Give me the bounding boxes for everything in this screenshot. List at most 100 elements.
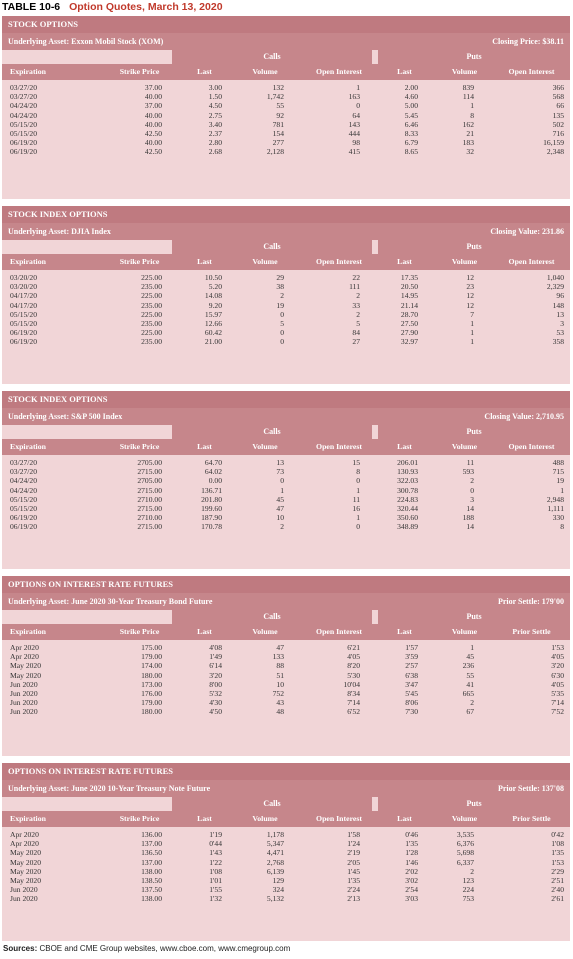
table-cell: 5'30 (347, 670, 360, 680)
table-cell: 33 (352, 300, 360, 310)
column-header: Last (397, 442, 412, 451)
table-cell: 3 (470, 494, 474, 504)
table-cell: 2,348 (546, 147, 564, 157)
table-cell: 3 (560, 318, 564, 328)
table-cell: 8 (560, 522, 564, 532)
table-cell: 53 (556, 328, 564, 338)
table-cell: 32 (466, 147, 474, 157)
puts-label: Puts (466, 799, 482, 808)
table-cell: 5,698 (456, 848, 474, 858)
table-row: 06/19/20 235.00 21.00 0 27 32.97 1 358 (2, 337, 570, 346)
table-cell: 2.00 (404, 83, 418, 92)
table-cell: 13 (556, 309, 564, 319)
table-cell: 13 (276, 458, 284, 467)
table-cell: 64.70 (204, 458, 222, 467)
puts-band (378, 50, 570, 64)
table-cell: 38 (276, 282, 284, 292)
table-cell: 14 (466, 522, 474, 532)
table-cell: 28.70 (400, 309, 418, 319)
table-row: 03/20/20 225.00 10.50 29 22 17.35 12 1,040 (2, 273, 570, 282)
table-cell: 40.00 (144, 110, 162, 120)
table-cell: 174.00 (141, 661, 162, 671)
table-row: 06/19/20 42.50 2.68 2,128 415 8.65 32 2,348 (2, 147, 570, 156)
calls-band (172, 610, 372, 624)
table-cell: 123 (462, 875, 474, 885)
table-row: Jun 2020 176.00 5'32 752 8'34 5'45 665 5'35 (2, 689, 570, 698)
column-header: Open Interest (508, 442, 555, 451)
table-cell: 41 (466, 679, 474, 689)
table-cell: 16 (352, 503, 360, 513)
calls-label: Calls (263, 612, 281, 621)
table-cell: 66 (556, 101, 564, 111)
table-cell: 8'00 (209, 679, 222, 689)
table-cell: 04/24/20 (10, 101, 38, 111)
table-cell: 175.00 (141, 643, 162, 652)
table-cell: 14 (466, 503, 474, 513)
column-header: Last (397, 627, 412, 636)
table-cell: 0'46 (405, 830, 418, 839)
quote-rows: 03/20/20 225.00 10.50 29 22 17.35 12 1,040 03/20… (2, 270, 570, 347)
table-cell: 10'04 (343, 679, 360, 689)
table-cell: 67 (466, 707, 474, 717)
quote-rows: 03/27/20 37.00 3.00 132 1 2.00 839 366 03/27/20 4… (2, 80, 570, 157)
table-row: 03/27/20 2715.00 64.02 73 8 130.93 593 715 (2, 467, 570, 476)
table-cell: 3'47 (405, 679, 418, 689)
table-cell: 22 (352, 273, 360, 282)
table-cell: 9.20 (208, 300, 222, 310)
table-cell: 1 (470, 101, 474, 111)
option-section: STOCK OPTIONS Underlying Asset: Exxon Mob… (2, 16, 570, 199)
table-cell: 143 (348, 119, 360, 129)
table-cell: 15 (352, 458, 360, 467)
table-cell: 47 (276, 503, 284, 513)
underlying-asset: Underlying Asset: June 2020 30-Year Trea… (8, 597, 213, 606)
table-cell: 170.78 (201, 522, 222, 532)
table-cell: 235.00 (141, 300, 162, 310)
column-header: Last (197, 442, 212, 451)
table-row: 06/19/20 2715.00 170.78 2 0 348.89 14 8 (2, 522, 570, 531)
column-header: Last (197, 67, 212, 76)
table-cell: 2'57 (405, 661, 418, 671)
column-header: Last (197, 257, 212, 266)
table-cell: 2'29 (551, 866, 564, 876)
table-row: 04/17/20 235.00 9.20 19 33 21.14 12 148 (2, 301, 570, 310)
table-cell: 27 (352, 337, 360, 347)
closing-value: Closing Value: 231.86 (490, 227, 564, 236)
underlying-asset-row: Underlying Asset: Exxon Mobil Stock (XOM… (2, 33, 570, 50)
section-title: STOCK OPTIONS (2, 16, 570, 33)
table-cell: 358 (552, 337, 564, 347)
column-header: Volume (451, 257, 478, 266)
table-cell: 179.00 (141, 652, 162, 662)
table-row: 05/15/20 42.50 2.37 154 444 8.33 21 716 (2, 129, 570, 138)
table-row: May 2020 174.00 6'14 88 8'20 2'57 236 3'20 (2, 661, 570, 670)
table-cell: 135 (552, 110, 564, 120)
table-cell: 2.80 (208, 138, 222, 148)
table-cell: 148 (552, 300, 564, 310)
table-cell: May 2020 (10, 661, 42, 671)
column-header: Strike Price (119, 442, 160, 451)
calls-puts-row: Calls Puts (2, 425, 570, 439)
table-cell: 162 (462, 119, 474, 129)
column-header: Strike Price (119, 67, 160, 76)
table-cell: 130.93 (397, 467, 418, 477)
column-header: Open Interest (508, 257, 555, 266)
closing-value: Prior Settle: 179'00 (497, 597, 564, 606)
table-cell: 84 (352, 328, 360, 338)
table-cell: 60.42 (204, 328, 222, 338)
puts-band (378, 425, 570, 439)
table-cell: 11 (352, 494, 360, 504)
table-cell: 14.95 (400, 291, 418, 301)
puts-band (378, 610, 570, 624)
table-cell: 180.00 (141, 670, 162, 680)
table-cell: Jun 2020 (10, 679, 38, 689)
table-cell: 1'49 (209, 652, 222, 662)
column-header: Strike Price (119, 257, 160, 266)
column-header-row: Expiration Strike Price Last Volume Open Int… (2, 811, 570, 827)
table-cell: 1'01 (209, 875, 222, 885)
column-header: Open Interest (316, 257, 362, 266)
column-header: Last (397, 257, 412, 266)
column-header: Expiration (10, 67, 46, 76)
table-row: Jun 2020 180.00 4'50 48 6'52 7'30 67 7'52 (2, 707, 570, 716)
table-row: May 2020 137.00 1'22 2,768 2'05 1'46 6,337 1'53 (2, 858, 570, 867)
table-cell: 225.00 (141, 273, 162, 282)
